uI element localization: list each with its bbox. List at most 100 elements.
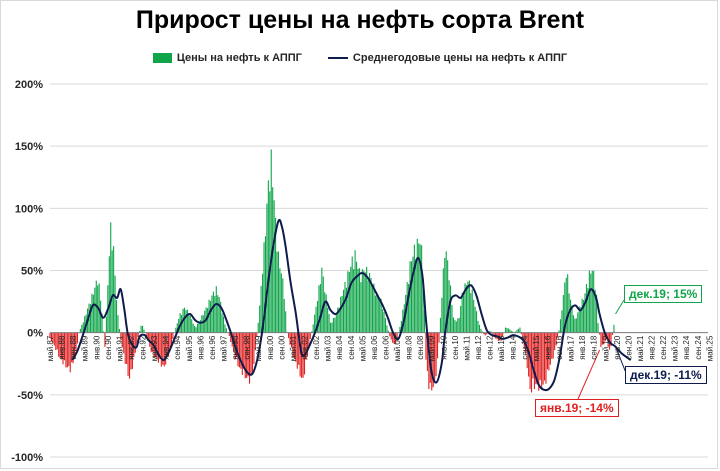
bar (334, 317, 336, 333)
x-tick-label: май.17 (567, 335, 576, 361)
bar (110, 222, 112, 333)
bar (92, 294, 94, 333)
bar (270, 149, 272, 333)
bar (591, 270, 593, 333)
x-tick-label: янв.90 (92, 335, 101, 360)
bar (536, 332, 538, 385)
bar (367, 280, 369, 333)
x-tick-label: май.25 (705, 335, 714, 361)
bar (562, 294, 564, 333)
bar (53, 332, 55, 346)
bar (396, 332, 398, 338)
bar (347, 271, 349, 333)
bar (319, 283, 321, 333)
bar (564, 282, 566, 333)
bar (515, 331, 517, 333)
x-tick-label: май.01 (289, 335, 298, 361)
bar (247, 332, 249, 377)
bar (567, 274, 569, 333)
bar (600, 332, 602, 348)
bar (147, 332, 149, 342)
bar (538, 332, 540, 391)
bar (160, 332, 162, 367)
bar (489, 331, 491, 333)
bar (126, 332, 128, 364)
bar (478, 324, 481, 333)
x-tick-label: май.99 (254, 335, 263, 361)
x-tick-label: сен.08 (416, 335, 425, 360)
bar (504, 327, 507, 333)
x-tick-label: янв.04 (335, 335, 344, 360)
bar (408, 283, 410, 333)
bar (59, 332, 61, 359)
bar (314, 314, 316, 333)
bar (551, 332, 553, 359)
bar (447, 260, 449, 333)
bar (409, 261, 411, 333)
bar (465, 285, 468, 333)
bar (491, 332, 494, 334)
y-tick-label: 50% (21, 266, 43, 278)
bar (596, 294, 598, 333)
bar (452, 317, 454, 333)
bar (584, 293, 586, 333)
bar (212, 291, 214, 333)
bar (279, 268, 281, 333)
bar (253, 332, 255, 365)
bar (574, 318, 576, 333)
bar (165, 332, 167, 365)
bar (353, 269, 355, 333)
legend-label-bars: Цены на нефть к АППГ (176, 52, 302, 64)
bar (483, 332, 485, 335)
x-tick-label: сен.06 (381, 335, 390, 360)
bar (292, 332, 294, 357)
bar (238, 332, 240, 368)
bar (246, 332, 248, 378)
bar (546, 332, 548, 370)
bar (506, 328, 508, 333)
bar (89, 304, 92, 333)
x-tick-label: янв.24 (682, 335, 691, 360)
bar (387, 330, 389, 333)
bar (588, 270, 590, 333)
bar (244, 332, 246, 379)
bar (377, 295, 379, 333)
bar (257, 322, 259, 333)
bar (230, 332, 232, 343)
bar (583, 300, 585, 333)
x-tick-label: сен.00 (277, 335, 286, 360)
bar (585, 284, 588, 333)
bar (72, 332, 74, 364)
bar (454, 320, 456, 333)
x-tick-label: янв.98 (231, 335, 240, 360)
bar (332, 318, 334, 333)
bar (428, 332, 430, 390)
bar (481, 331, 483, 333)
bar (189, 315, 191, 333)
bar (185, 310, 187, 333)
bar (166, 332, 168, 356)
x-tick-label: май.15 (532, 335, 541, 361)
bar (115, 300, 118, 333)
y-tick-label: -100% (11, 452, 43, 464)
bar (61, 332, 63, 360)
x-tick-label: май.03 (324, 335, 333, 361)
x-tick-label: янв.94 (162, 335, 171, 360)
bar (293, 332, 295, 359)
bar (532, 332, 534, 379)
bar (603, 332, 605, 345)
bar (610, 332, 612, 347)
bar (75, 332, 77, 351)
bar (131, 332, 133, 369)
x-tick-label: май.87 (46, 335, 55, 361)
bar (522, 332, 524, 341)
x-tick-label: май.19 (601, 335, 610, 361)
bar (529, 332, 531, 390)
bar (277, 251, 280, 333)
x-tick-label: янв.02 (301, 335, 310, 360)
bar (55, 332, 57, 351)
bar (558, 330, 560, 333)
bar (426, 332, 428, 371)
bar (79, 328, 81, 333)
x-tick-label: май.09 (428, 335, 437, 361)
